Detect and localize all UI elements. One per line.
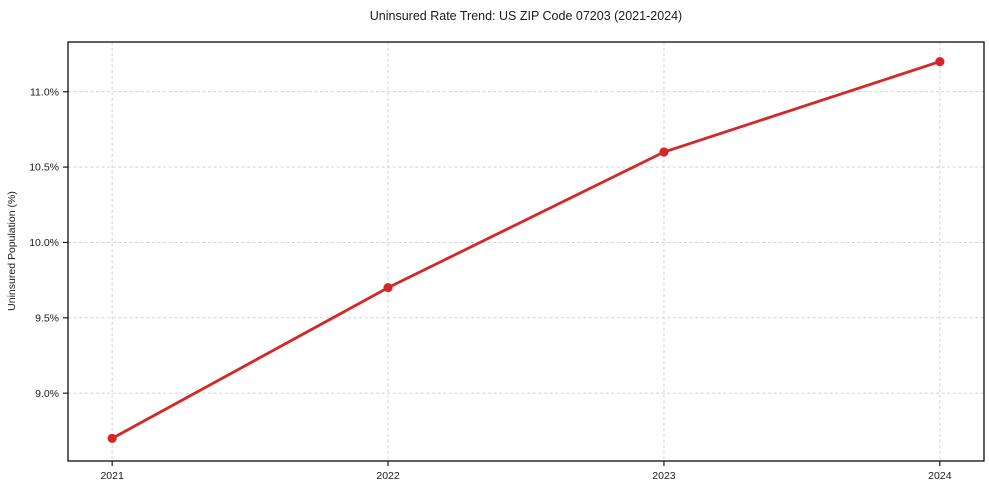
y-tick-label: 10.5% xyxy=(29,162,59,174)
axes-spines xyxy=(67,41,985,462)
x-tick-label: 2022 xyxy=(376,470,400,482)
grid-layer xyxy=(68,42,984,461)
x-tick-label: 2023 xyxy=(652,470,676,482)
chart-title: Uninsured Rate Trend: US ZIP Code 07203 … xyxy=(370,9,682,23)
x-tick-label: 2021 xyxy=(100,470,124,482)
axes-layer xyxy=(67,41,985,462)
y-tick-label: 10.0% xyxy=(29,237,59,249)
tick-layer: 2021 2022 2023 2024 9.0% 9.5% 10.0% 10.5% 11.0% xyxy=(29,86,951,482)
series-layer xyxy=(107,56,945,443)
data-point-marker xyxy=(383,283,393,293)
trend-line xyxy=(110,60,942,440)
data-point-marker xyxy=(935,56,945,67)
x-tick-label: 2024 xyxy=(928,470,952,482)
data-point-marker xyxy=(107,433,117,443)
data-point-marker xyxy=(659,147,669,157)
y-tick-label: 9.5% xyxy=(35,312,59,324)
y-tick-label: 9.0% xyxy=(35,388,59,400)
y-tick-label: 11.0% xyxy=(30,86,59,98)
y-axis-label: Uninsured Population (%) xyxy=(6,191,18,311)
